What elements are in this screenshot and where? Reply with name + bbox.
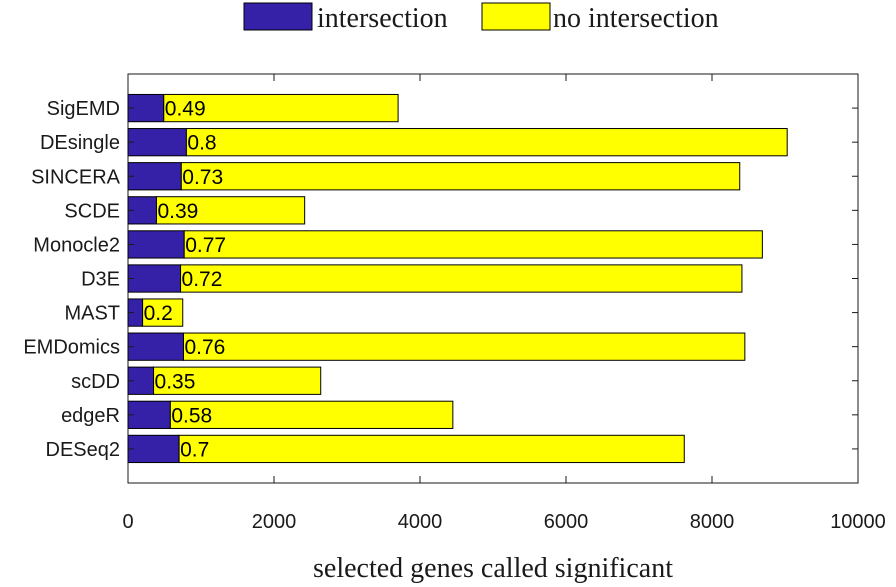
x-axis: 0 2000 4000 6000 8000 10000 bbox=[122, 74, 886, 533]
legend-swatch-no-intersection bbox=[481, 2, 551, 31]
y-tick-label: MAST bbox=[64, 303, 120, 325]
y-tick-label: SigEMD bbox=[47, 98, 120, 120]
x-tick-label: 6000 bbox=[544, 511, 589, 533]
bar-value-label: 0.73 bbox=[182, 166, 223, 189]
bar-value-label: 0.72 bbox=[182, 268, 223, 291]
bar-no-intersection-desingle bbox=[185, 128, 788, 157]
bar-no-intersection-monocle2 bbox=[183, 230, 763, 259]
y-tick-label: DESeq2 bbox=[46, 439, 121, 461]
x-tick-label: 8000 bbox=[690, 511, 735, 533]
bar-value-label: 0.39 bbox=[157, 200, 198, 223]
y-tick-label: SINCERA bbox=[31, 166, 121, 188]
x-tick-label: 10000 bbox=[830, 511, 886, 533]
x-tick-label: 0 bbox=[122, 511, 133, 533]
legend-label-intersection: intersection bbox=[317, 3, 448, 34]
bar-intersection-monocle2 bbox=[127, 230, 185, 259]
bar-no-intersection-sigemd bbox=[163, 93, 399, 123]
y-tick-label: D3E bbox=[81, 269, 120, 291]
y-tick-label: EMDomics bbox=[23, 337, 120, 359]
bars-group bbox=[127, 93, 788, 464]
bar-value-label: 0.8 bbox=[187, 132, 216, 155]
y-axis: SigEMD DEsingle SINCERA SCDE Monocle2 D3E MAST… bbox=[23, 98, 858, 461]
bar-intersection-deseq2 bbox=[127, 434, 180, 464]
bar-intersection-d3e bbox=[127, 264, 182, 293]
bar-no-intersection-sincera bbox=[180, 162, 741, 191]
y-tick-label: edgeR bbox=[61, 405, 120, 427]
legend: intersection no intersection bbox=[243, 2, 719, 34]
y-tick-label: Monocle2 bbox=[33, 234, 120, 256]
legend-label-no-intersection: no intersection bbox=[553, 3, 719, 34]
bar-no-intersection-scdd bbox=[153, 366, 322, 395]
bar-no-intersection-edger bbox=[169, 400, 454, 429]
bar-value-label: 0.7 bbox=[180, 438, 209, 461]
bar-no-intersection-mast bbox=[142, 298, 184, 327]
bar-value-label: 0.76 bbox=[184, 336, 225, 359]
bar-no-intersection-deseq2 bbox=[178, 434, 685, 464]
y-tick-label: SCDE bbox=[64, 200, 120, 222]
x-tick-label: 4000 bbox=[398, 511, 443, 533]
y-tick-label: scDD bbox=[71, 371, 120, 393]
x-tick-label: 2000 bbox=[252, 511, 297, 533]
bar-value-label: 0.77 bbox=[185, 234, 226, 257]
bar-intersection-emdomics bbox=[127, 332, 184, 361]
bar-value-labels: 0.49 0.8 0.73 0.39 0.77 0.72 0.2 0.76 0.35 0.58 0.… bbox=[144, 98, 226, 462]
bar-intersection-edger bbox=[127, 400, 171, 429]
bar-value-label: 0.2 bbox=[144, 302, 173, 325]
bar-no-intersection-d3e bbox=[180, 264, 743, 293]
x-axis-label: selected genes called significant bbox=[313, 553, 673, 584]
bar-no-intersection-emdomics bbox=[182, 332, 746, 361]
bar-value-label: 0.35 bbox=[155, 370, 196, 393]
bar-no-intersection-scde bbox=[155, 196, 306, 225]
y-tick-label: DEsingle bbox=[40, 132, 120, 154]
bar-value-label: 0.49 bbox=[165, 98, 206, 121]
legend-swatch-intersection bbox=[243, 2, 313, 31]
bar-value-label: 0.58 bbox=[171, 404, 212, 427]
bar-intersection-sincera bbox=[127, 162, 182, 191]
bar-intersection-desingle bbox=[127, 128, 187, 157]
